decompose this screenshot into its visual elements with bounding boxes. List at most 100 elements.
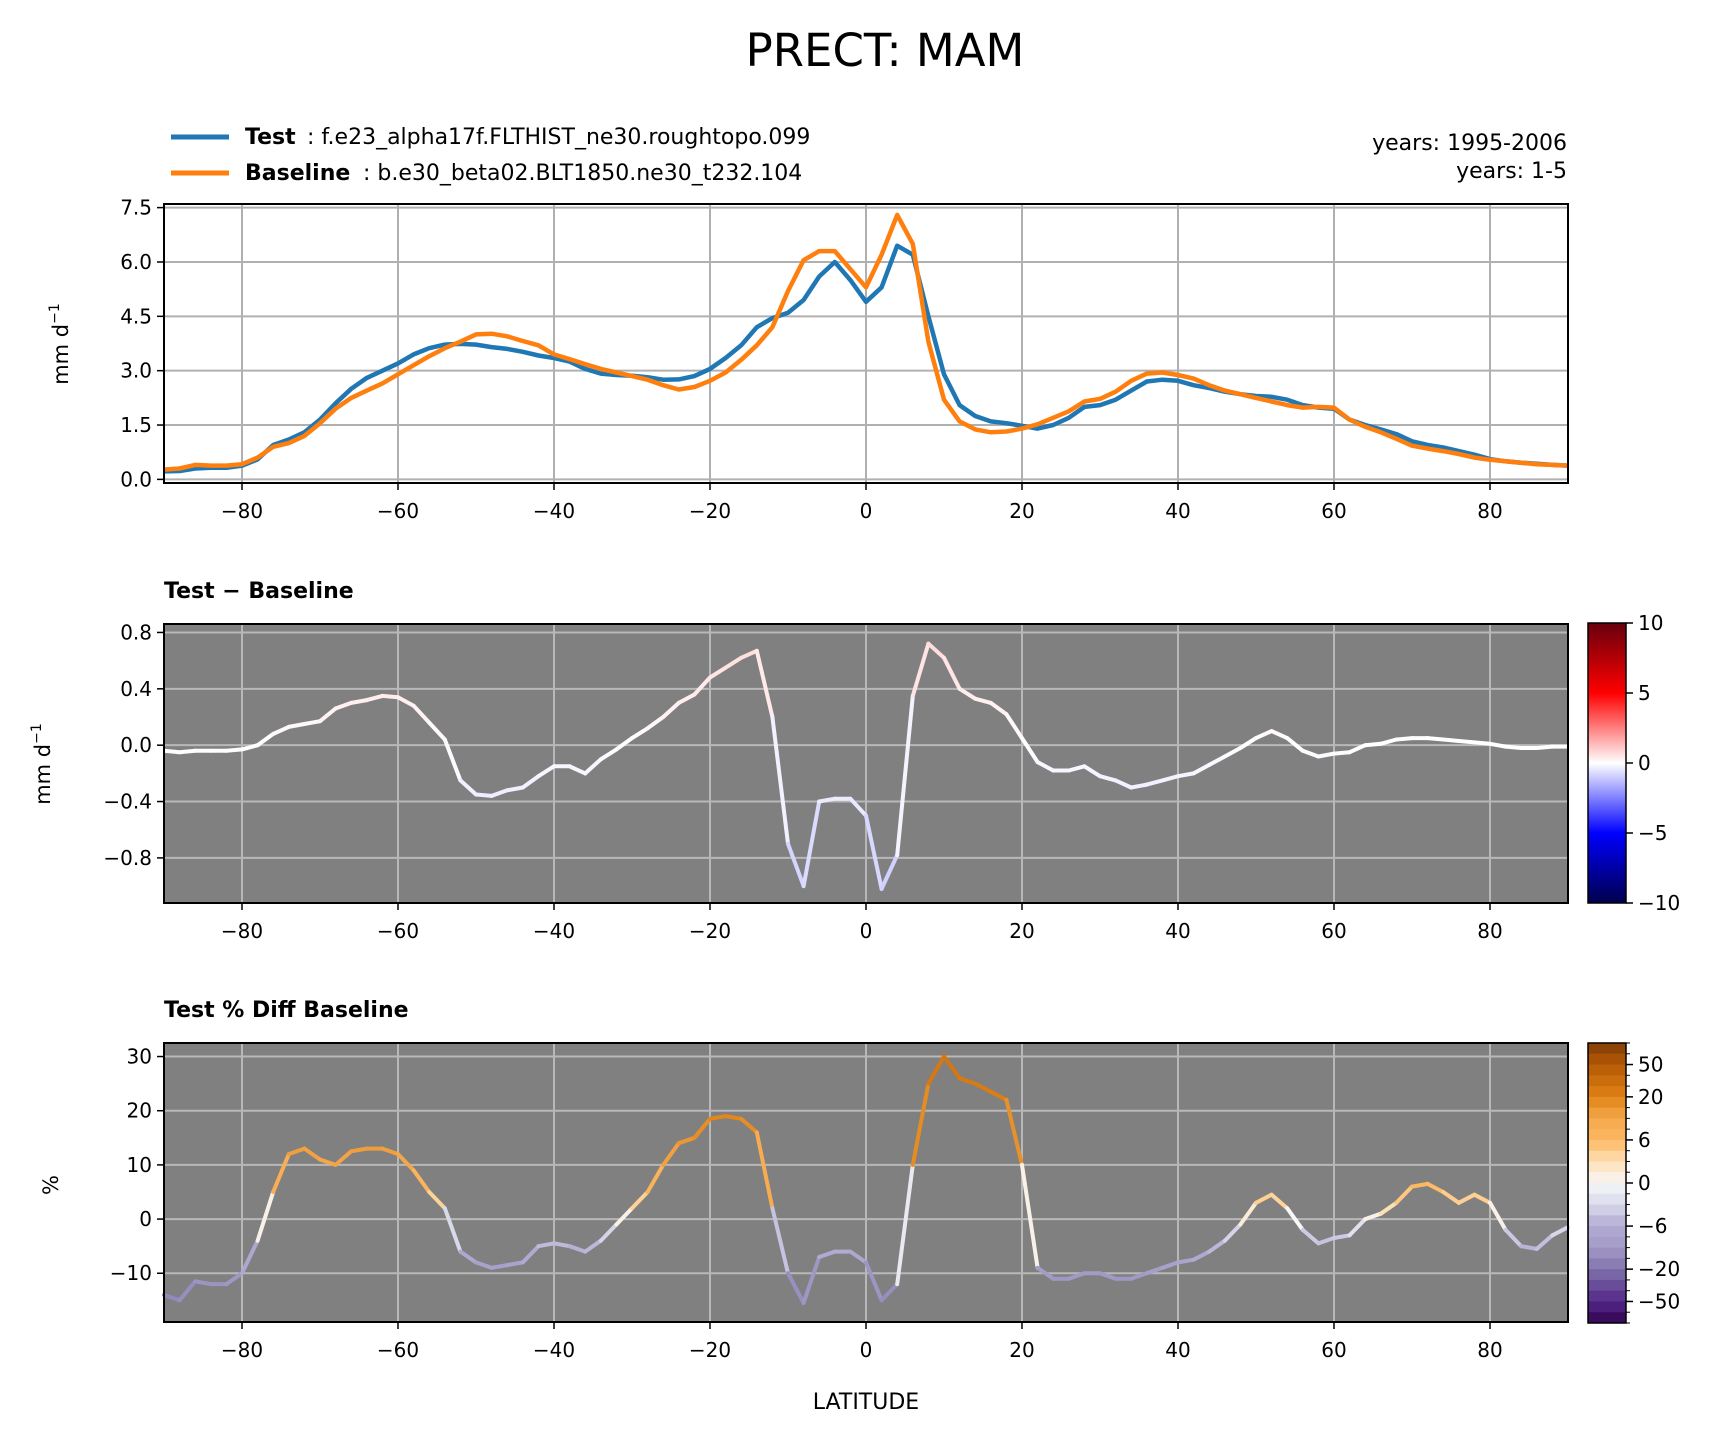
difference-colorbar-ticks: 10 5 0 −5 −10 bbox=[1626, 611, 1680, 915]
difference-segment bbox=[1082, 764, 1102, 779]
percent-diff-segment bbox=[973, 1081, 993, 1094]
percent-diff-segment bbox=[474, 1260, 494, 1270]
percent-diff-segment bbox=[1488, 1200, 1508, 1232]
difference-segment bbox=[895, 693, 915, 858]
percent-diff-segment bbox=[879, 1282, 900, 1303]
percent-diff-colorbar-segment bbox=[1588, 1107, 1626, 1119]
difference-ticks: −80 −60 −40 −20 0 20 40 60 80 −0.8 −0.4 0.0 0.4 0.8 bbox=[103, 620, 1502, 943]
percent-diff-series bbox=[162, 1054, 1570, 1305]
percent-diff-segment bbox=[286, 1146, 307, 1157]
percent-diff-segment bbox=[1441, 1190, 1461, 1205]
difference-xtick-label: 80 bbox=[1477, 919, 1502, 943]
percent-diff-colorbar-segment bbox=[1588, 1139, 1626, 1152]
difference-segment bbox=[1363, 741, 1383, 748]
mean-xtick-label: 80 bbox=[1477, 499, 1502, 523]
percent-diff-segment bbox=[1035, 1265, 1056, 1281]
percent-diff-ytick-label: 10 bbox=[127, 1153, 152, 1177]
percent-diff-segment bbox=[302, 1146, 322, 1162]
difference-segment bbox=[583, 757, 603, 776]
percent-diff-segment bbox=[1425, 1181, 1446, 1194]
difference-segment bbox=[770, 715, 790, 846]
difference-colorbar-tick-label: 10 bbox=[1638, 611, 1663, 635]
percent-diff-segment bbox=[1300, 1227, 1321, 1246]
figure-title: PRECT: MAM bbox=[746, 24, 1025, 77]
percent-diff-colorbar-tick-label: 50 bbox=[1638, 1053, 1663, 1077]
percent-diff-xtick-label: 80 bbox=[1477, 1338, 1502, 1362]
percent-diff-colorbar-segment bbox=[1588, 1279, 1626, 1292]
percent-diff-xtick-label: −20 bbox=[689, 1338, 731, 1362]
difference-segment bbox=[1129, 782, 1149, 790]
percent-diff-colorbar-segment bbox=[1588, 1290, 1626, 1302]
difference-segment bbox=[739, 648, 759, 660]
difference-segment bbox=[1020, 736, 1040, 765]
mean-ylabel: mm d−1 bbox=[47, 303, 73, 385]
difference-segment bbox=[442, 737, 463, 783]
difference-xtick-label: 20 bbox=[1009, 919, 1034, 943]
percent-diff-segment bbox=[240, 1238, 260, 1276]
difference-segment bbox=[957, 686, 978, 701]
difference-ytick-label: −0.4 bbox=[103, 790, 152, 814]
difference-segment bbox=[427, 720, 447, 742]
difference-segment bbox=[224, 747, 244, 753]
percent-diff-segment bbox=[1144, 1265, 1165, 1276]
percent-diff-segment bbox=[614, 1206, 634, 1227]
difference-segment bbox=[1316, 751, 1336, 759]
difference-segment bbox=[1488, 741, 1508, 749]
mean-xtick-label: −40 bbox=[533, 499, 575, 523]
difference-xtick-label: −40 bbox=[533, 919, 575, 943]
difference-segment bbox=[708, 665, 728, 680]
percent-diff-segment bbox=[1222, 1222, 1243, 1243]
difference-segment bbox=[255, 731, 276, 748]
percent-diff-colorbar-segment bbox=[1588, 1312, 1626, 1324]
percent-diff-ylabel: % bbox=[39, 1175, 63, 1195]
mean-xtick-label: 40 bbox=[1165, 499, 1190, 523]
difference-segment bbox=[1347, 743, 1368, 755]
series-line-baseline bbox=[163, 212, 1569, 472]
percent-diff-segment bbox=[910, 1081, 931, 1167]
percent-diff-xtick-label: 0 bbox=[860, 1338, 873, 1362]
percent-diff-colorbar bbox=[1587, 1042, 1627, 1324]
difference-segment bbox=[1503, 744, 1524, 750]
difference-segment bbox=[910, 641, 931, 698]
difference-segment bbox=[676, 692, 697, 705]
percent-diff-segment bbox=[1020, 1162, 1040, 1270]
percent-diff-segment bbox=[598, 1222, 619, 1243]
difference-segment bbox=[396, 695, 416, 708]
difference-segment bbox=[942, 655, 962, 691]
percent-diff-segment bbox=[1550, 1225, 1570, 1238]
mean-ytick-label: 6.0 bbox=[120, 250, 152, 274]
difference-segment bbox=[1004, 712, 1024, 741]
percent-diff-segment bbox=[271, 1152, 291, 1194]
difference-segment bbox=[1378, 737, 1399, 746]
percent-diff-segment bbox=[177, 1279, 198, 1303]
percent-diff-ticks: −80 −60 −40 −20 0 20 40 60 80 −10 0 10 20 30 bbox=[110, 1045, 1503, 1362]
difference-segment bbox=[786, 841, 806, 889]
mean-ytick-label: 1.5 bbox=[120, 413, 152, 437]
difference-segment bbox=[474, 792, 494, 798]
percent-diff-segment bbox=[1004, 1097, 1024, 1167]
percent-diff-segment bbox=[723, 1114, 744, 1121]
difference-title: Test − Baseline bbox=[164, 579, 354, 604]
percent-diff-colorbar-segment bbox=[1588, 1118, 1626, 1130]
percent-diff-segment bbox=[848, 1249, 868, 1265]
difference-segment bbox=[162, 748, 182, 755]
x-axis-label: LATITUDE bbox=[813, 1390, 919, 1415]
legend-test-name: Test bbox=[245, 125, 296, 150]
difference-segment bbox=[817, 796, 837, 804]
percent-diff-colorbar-tick-label: 0 bbox=[1638, 1171, 1651, 1195]
percent-diff-segment bbox=[1207, 1238, 1227, 1254]
mean-xtick-label: 20 bbox=[1009, 499, 1034, 523]
percent-diff-colorbar-segment bbox=[1588, 1193, 1626, 1206]
difference-colorbar bbox=[1587, 622, 1627, 904]
difference-segment bbox=[598, 747, 619, 762]
percent-diff-segment bbox=[676, 1135, 697, 1146]
mean-xtick-label: 60 bbox=[1321, 499, 1346, 523]
difference-segment bbox=[1066, 764, 1087, 773]
percent-diff-colorbar-segment bbox=[1588, 1247, 1626, 1259]
percent-diff-segment bbox=[786, 1271, 806, 1305]
percent-diff-segment bbox=[411, 1168, 432, 1194]
percent-diff-segment bbox=[458, 1249, 478, 1265]
percent-diff-segment bbox=[957, 1076, 978, 1086]
difference-segment bbox=[302, 719, 322, 726]
